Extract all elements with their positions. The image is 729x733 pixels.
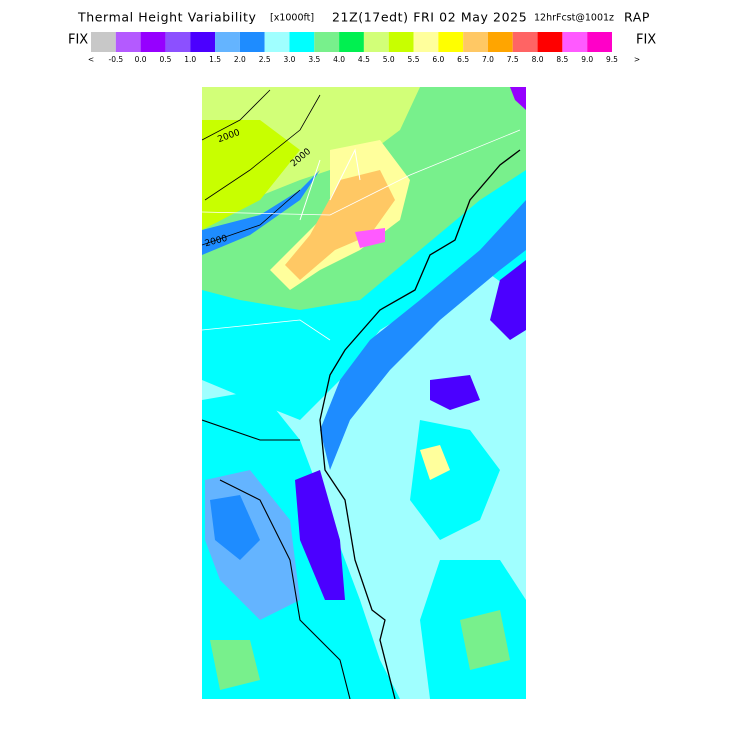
legend-swatch	[562, 32, 588, 52]
legend-swatch	[339, 32, 364, 52]
legend-swatch	[487, 32, 513, 52]
legend-swatch	[463, 32, 488, 52]
legend-swatch	[190, 32, 216, 52]
legend-swatch	[165, 32, 191, 52]
legend-label: 0.5	[159, 55, 171, 64]
legend-label: 1.5	[209, 55, 221, 64]
legend-swatch	[140, 32, 166, 52]
legend-label: 6.0	[432, 55, 444, 64]
legend-swatch	[388, 32, 414, 52]
legend-label: 2.0	[234, 55, 246, 64]
legend-swatch	[239, 32, 265, 52]
legend-label: 9.5	[606, 55, 618, 64]
legend-label: 8.5	[556, 55, 568, 64]
legend-swatch	[289, 32, 315, 52]
units: [x1000ft]	[270, 13, 314, 24]
legend-label: 8.0	[532, 55, 544, 64]
forecast: 12hrFcst@1001z	[534, 13, 614, 24]
legend-swatch	[413, 32, 439, 52]
low-arrow: <	[88, 55, 94, 64]
legend-label: -0.5	[108, 55, 123, 64]
legend-swatch	[537, 32, 563, 52]
fix-left: FIX	[68, 33, 88, 48]
legend-label: 7.5	[507, 55, 519, 64]
legend-swatch	[314, 32, 340, 52]
legend-label: 3.0	[284, 55, 296, 64]
model: RAP	[624, 10, 650, 25]
legend-label: 2.5	[259, 55, 271, 64]
legend-swatch	[512, 32, 538, 52]
legend-label: 4.0	[333, 55, 345, 64]
legend-label: 5.0	[383, 55, 395, 64]
valid-time: 21Z(17edt) FRI 02 May 2025	[332, 10, 527, 25]
color-legend: -0.5 0.0 0.5 1.0 1.5 2.0 2.5 3.0 3.5 4.0 4.5 5.0 5.5…	[91, 32, 618, 64]
legend-swatch	[264, 32, 290, 52]
legend-swatch	[215, 32, 240, 52]
legend-swatch	[115, 32, 141, 52]
legend-label: 3.5	[308, 55, 320, 64]
legend-label: 1.0	[184, 55, 196, 64]
legend-label: 4.5	[358, 55, 370, 64]
legend-swatch	[91, 32, 116, 52]
legend-swatch	[438, 32, 464, 52]
map: 2000 2000 2000	[202, 87, 526, 699]
legend-swatch	[363, 32, 389, 52]
legend-label: 9.0	[581, 55, 593, 64]
legend-label: 6.5	[457, 55, 469, 64]
legend-swatch	[587, 32, 612, 52]
high-arrow: >	[634, 55, 640, 64]
legend-label: 7.0	[482, 55, 494, 64]
legend-label: 5.5	[408, 55, 420, 64]
fix-right: FIX	[636, 33, 656, 48]
legend-label: 0.0	[135, 55, 147, 64]
title: Thermal Height Variability	[77, 10, 257, 25]
